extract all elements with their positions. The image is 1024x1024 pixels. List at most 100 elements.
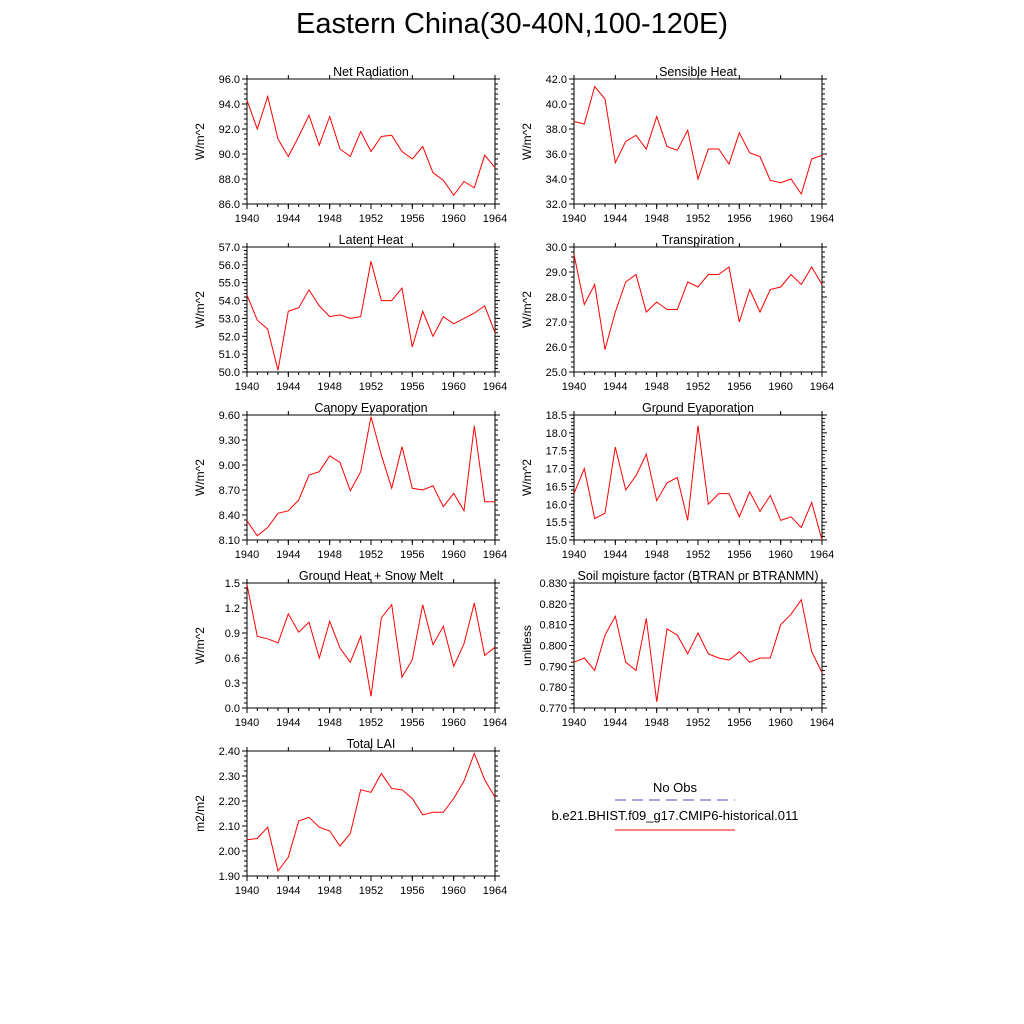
y-tick-label: 16.0 (546, 499, 567, 511)
y-tick-label: 53.0 (219, 313, 240, 325)
y-tick-label: 56.0 (219, 260, 240, 272)
x-tick-label: 1940 (235, 381, 259, 393)
panel-transpiration: Transpiration 25.0 26.0 27.0 28.0 29.0 30.0 194… (520, 233, 834, 393)
y-tick-label: 9.00 (219, 460, 240, 472)
x-tick-label: 1952 (686, 717, 710, 729)
x-tick-label: 1956 (400, 549, 424, 561)
y-tick-label: 2.10 (219, 821, 240, 833)
panel-title: Latent Heat (339, 233, 404, 247)
x-tick-label: 1944 (276, 381, 300, 393)
y-tick-label: 2.00 (219, 846, 240, 858)
panel-title: Ground Evaporation (642, 401, 754, 415)
y-tick-label: 86.0 (219, 199, 240, 211)
plot-frame (246, 582, 496, 709)
plot-frame (573, 414, 823, 541)
x-tick-label: 1960 (768, 717, 792, 729)
series-line (246, 584, 496, 697)
y-tick-label: 15.5 (546, 517, 567, 529)
y-tick-label: 0.790 (539, 661, 567, 673)
y-tick-label: 0.820 (539, 599, 567, 611)
x-tick-label: 1952 (686, 213, 710, 225)
x-tick-label: 1944 (276, 549, 300, 561)
plot-frame (246, 414, 496, 541)
y-tick-label: 18.5 (546, 410, 567, 422)
y-tick-label: 28.0 (546, 292, 567, 304)
y-axis-label: m2/m2 (193, 795, 207, 832)
x-tick-label: 1960 (441, 549, 465, 561)
y-tick-label: 1.5 (225, 578, 240, 590)
y-tick-label: 94.0 (219, 99, 240, 111)
panel-title: Ground Heat + Snow Melt (299, 569, 444, 583)
series-line (573, 598, 823, 702)
y-tick-label: 16.5 (546, 481, 567, 493)
panel-canopy-evaporation: Canopy Evaporation 8.10 8.40 8.70 9.00 9.30 9.… (193, 401, 507, 561)
y-tick-label: 42.0 (546, 74, 567, 86)
y-tick-label: 0.0 (225, 703, 240, 715)
y-tick-label: 0.770 (539, 703, 567, 715)
y-tick-label: 0.6 (225, 653, 240, 665)
y-axis-label: W/m^2 (193, 123, 207, 160)
y-tick-label: 30.0 (546, 242, 567, 254)
x-tick-label: 1964 (810, 549, 834, 561)
y-tick-label: 0.810 (539, 620, 567, 632)
y-tick-label: 0.800 (539, 641, 567, 653)
x-tick-label: 1964 (483, 549, 507, 561)
y-axis-label: W/m^2 (520, 459, 534, 496)
y-tick-label: 54.0 (219, 296, 240, 308)
y-tick-label: 1.2 (225, 603, 240, 615)
plot-frame (246, 750, 496, 877)
x-tick-label: 1944 (603, 717, 627, 729)
x-tick-label: 1944 (603, 549, 627, 561)
legend: No Obs b.e21.BHIST.f09_g17.CMIP6-histori… (552, 780, 799, 831)
series-line (246, 261, 496, 371)
y-tick-label: 88.0 (219, 174, 240, 186)
y-tick-label: 52.0 (219, 331, 240, 343)
x-tick-label: 1944 (276, 717, 300, 729)
x-tick-label: 1944 (276, 885, 300, 897)
plot-frame (573, 78, 823, 205)
series-line (573, 85, 823, 196)
x-tick-label: 1964 (483, 213, 507, 225)
x-tick-label: 1964 (810, 213, 834, 225)
series-line (573, 254, 823, 350)
panel-sensible-heat: Sensible Heat 32.0 34.0 36.0 38.0 40.0 42.0 194… (520, 65, 834, 225)
x-tick-label: 1956 (727, 717, 751, 729)
y-tick-label: 27.0 (546, 317, 567, 329)
y-tick-label: 17.0 (546, 464, 567, 476)
y-tick-label: 55.0 (219, 278, 240, 290)
legend-model-label: b.e21.BHIST.f09_g17.CMIP6-historical.011 (552, 808, 799, 823)
y-tick-label: 51.0 (219, 349, 240, 361)
x-tick-label: 1952 (359, 885, 383, 897)
x-tick-label: 1956 (727, 549, 751, 561)
x-tick-label: 1952 (686, 549, 710, 561)
x-tick-label: 1948 (317, 885, 341, 897)
y-axis-label: W/m^2 (520, 291, 534, 328)
y-tick-label: 8.10 (219, 535, 240, 547)
x-tick-label: 1948 (317, 381, 341, 393)
y-tick-label: 0.3 (225, 678, 240, 690)
x-tick-label: 1944 (603, 381, 627, 393)
y-tick-label: 26.0 (546, 342, 567, 354)
panel-title: Canopy Evaporation (314, 401, 427, 415)
x-tick-label: 1952 (359, 213, 383, 225)
y-tick-label: 2.30 (219, 771, 240, 783)
x-tick-label: 1940 (235, 213, 259, 225)
y-tick-label: 0.830 (539, 578, 567, 590)
x-tick-label: 1952 (359, 717, 383, 729)
x-tick-label: 1940 (235, 549, 259, 561)
y-tick-label: 8.40 (219, 510, 240, 522)
y-tick-label: 34.0 (546, 174, 567, 186)
x-tick-label: 1960 (441, 381, 465, 393)
page-title: Eastern China(30-40N,100-120E) (295, 8, 729, 40)
x-tick-label: 1956 (400, 885, 424, 897)
y-tick-label: 1.90 (219, 871, 240, 883)
x-tick-label: 1948 (317, 213, 341, 225)
y-tick-label: 0.780 (539, 682, 567, 694)
y-tick-label: 36.0 (546, 149, 567, 161)
x-tick-label: 1960 (768, 549, 792, 561)
x-tick-label: 1940 (562, 381, 586, 393)
x-tick-label: 1940 (562, 717, 586, 729)
y-tick-label: 17.5 (546, 446, 567, 458)
y-tick-label: 2.40 (219, 746, 240, 758)
y-tick-label: 96.0 (219, 74, 240, 86)
